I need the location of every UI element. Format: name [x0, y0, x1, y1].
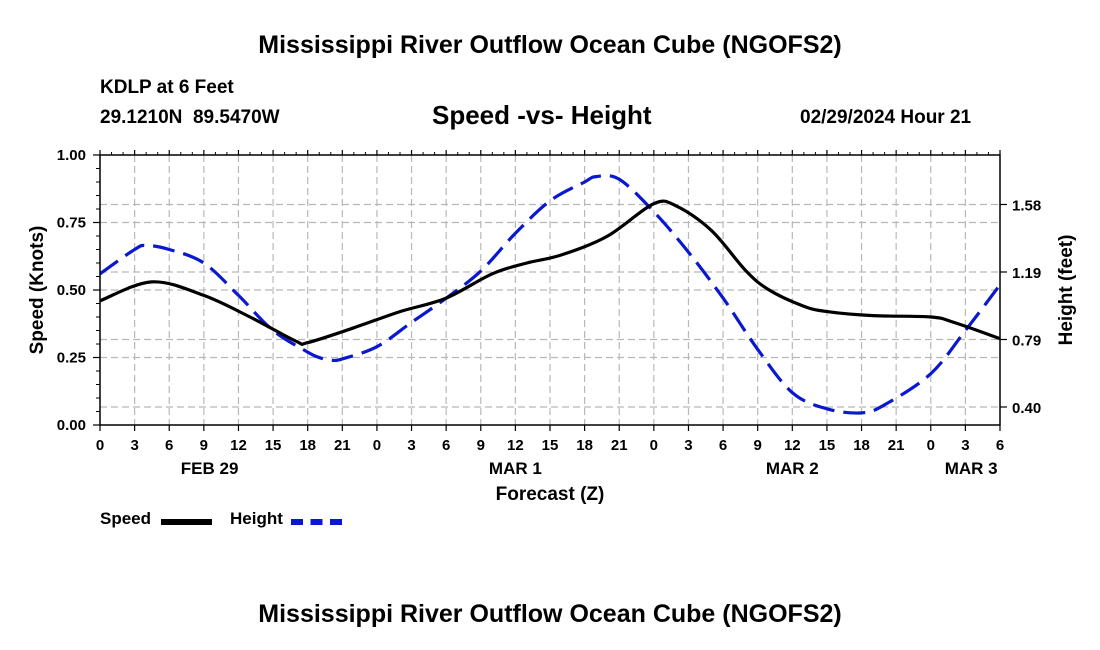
x-tick-label: 3 — [684, 437, 692, 454]
y-right-tick-label: 0.79 — [1012, 332, 1041, 349]
grid-lines — [100, 155, 1000, 425]
x-tick-label: 3 — [407, 437, 415, 454]
x-tick-label: 12 — [784, 437, 801, 454]
chart-subtitle: Speed -vs- Height — [432, 100, 652, 130]
date-label: MAR 3 — [945, 459, 998, 478]
legend-speed-label: Speed — [100, 509, 152, 528]
series-line-speed — [100, 199, 1000, 347]
x-tick-label: 15 — [542, 437, 559, 454]
x-tick-label: 9 — [477, 437, 485, 454]
station-label: KDLP at 6 Feet — [100, 77, 234, 98]
x-tick-label: 3 — [130, 437, 138, 454]
y-left-tick-label: 0.00 — [57, 417, 86, 434]
date-label: FEB 29 — [181, 459, 239, 478]
x-axis-title: Forecast (Z) — [496, 484, 605, 505]
legend-speed-swatch — [161, 519, 212, 525]
y-right-tick-label: 1.19 — [1012, 265, 1041, 282]
y-left-tick-label: 0.25 — [57, 350, 86, 367]
y-right-tick-label: 0.40 — [1012, 400, 1041, 417]
x-tick-label: 12 — [507, 437, 524, 454]
series-line-height — [100, 173, 1000, 415]
coordinates-label: 29.1210N 89.5470W — [100, 107, 280, 128]
x-tick-label: 9 — [200, 437, 208, 454]
y-right-axis-title: Height (feet) — [1056, 235, 1077, 346]
x-tick-label: 18 — [576, 437, 593, 454]
x-tick-label: 6 — [165, 437, 173, 454]
x-tick-label: 18 — [299, 437, 316, 454]
x-tick-label: 6 — [442, 437, 450, 454]
x-tick-label: 6 — [996, 437, 1004, 454]
forecast-datetime: 02/29/2024 Hour 21 — [800, 107, 972, 128]
series-lines — [100, 173, 1000, 415]
x-tick-label: 3 — [961, 437, 969, 454]
x-tick-label: 12 — [230, 437, 247, 454]
x-tick-label: 21 — [888, 437, 905, 454]
y-left-axis-title: Speed (Knots) — [27, 226, 48, 355]
x-tick-label: 0 — [650, 437, 658, 454]
chart-title: Mississippi River Outflow Ocean Cube (NG… — [258, 31, 842, 59]
x-tick-label: 0 — [927, 437, 935, 454]
x-tick-label: 15 — [265, 437, 282, 454]
x-tick-label: 9 — [754, 437, 762, 454]
legend-height-label: Height — [230, 509, 283, 528]
y-right-tick-label: 1.58 — [1012, 197, 1041, 214]
legend-height-swatch — [291, 519, 342, 525]
axes: 0 3 6 9 12 15 18 21 0 3 6 9 12 15 18 21 0 3 6 9 12 15 18 21 0 3 6 0… — [27, 147, 1077, 505]
x-tick-label: 18 — [853, 437, 870, 454]
y-left-tick-label: 0.50 — [57, 282, 86, 299]
date-label: MAR 1 — [489, 459, 542, 478]
y-left-tick-label: 0.75 — [57, 215, 86, 232]
date-label: MAR 2 — [766, 459, 819, 478]
x-tick-label: 6 — [719, 437, 727, 454]
x-tick-label: 0 — [96, 437, 104, 454]
x-tick-label: 21 — [611, 437, 628, 454]
x-tick-label: 15 — [819, 437, 836, 454]
x-tick-label: 0 — [373, 437, 381, 454]
chart-title-repeat: Mississippi River Outflow Ocean Cube (NG… — [258, 600, 842, 628]
y-left-tick-label: 1.00 — [57, 147, 86, 164]
x-tick-label: 21 — [334, 437, 351, 454]
